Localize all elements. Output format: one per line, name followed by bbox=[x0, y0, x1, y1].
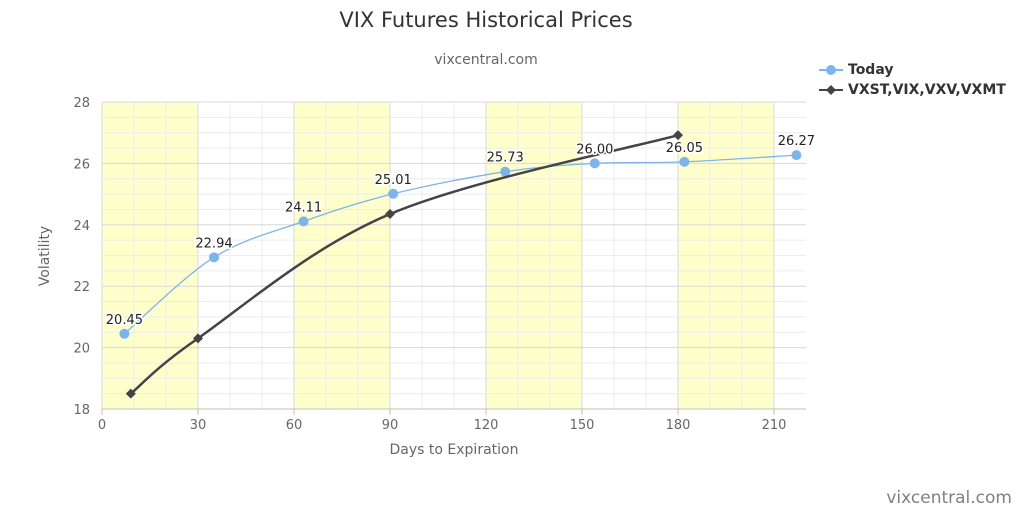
today-point[interactable] bbox=[119, 328, 130, 339]
data-label: 24.11 bbox=[285, 200, 322, 215]
indices-point[interactable] bbox=[385, 209, 395, 220]
today-point[interactable] bbox=[500, 166, 511, 177]
circle-marker-icon bbox=[819, 65, 843, 75]
legend-label-indices: VXST,VIX,VXV,VXMT bbox=[848, 82, 1006, 98]
legend: Today VXST,VIX,VXV,VXMT bbox=[818, 60, 1006, 100]
x-tick-label: 120 bbox=[474, 418, 499, 433]
data-label: 22.94 bbox=[195, 236, 232, 251]
chart-subtitle: vixcentral.com bbox=[434, 52, 538, 68]
today-point[interactable] bbox=[791, 150, 802, 161]
indices-point[interactable] bbox=[125, 388, 136, 399]
x-tick-label: 150 bbox=[570, 418, 595, 433]
chart-title: VIX Futures Historical Prices bbox=[339, 8, 633, 32]
watermark: vixcentral.com bbox=[886, 488, 1012, 508]
legend-item-today[interactable]: Today bbox=[818, 60, 1006, 80]
axes: 0 30 60 90 120 150 180 210 18 20 22 24 26 28 bbox=[73, 96, 806, 433]
y-tick-label: 26 bbox=[73, 157, 90, 172]
today-point[interactable] bbox=[679, 156, 690, 167]
y-tick-label: 24 bbox=[73, 219, 90, 234]
indices-point[interactable] bbox=[673, 130, 683, 141]
data-label: 26.05 bbox=[666, 141, 703, 156]
today-point[interactable] bbox=[388, 188, 399, 199]
y-tick-label: 28 bbox=[73, 96, 90, 111]
data-labels: 20.45 22.94 24.11 25.01 25.73 26.00 26.05 26.27 bbox=[104, 133, 816, 330]
y-tick-label: 20 bbox=[73, 342, 90, 357]
today-point[interactable] bbox=[298, 216, 309, 227]
x-tick-label: 60 bbox=[286, 418, 303, 433]
data-label: 20.45 bbox=[106, 313, 143, 328]
indices-point[interactable] bbox=[193, 333, 203, 344]
x-tick-label: 30 bbox=[190, 418, 207, 433]
data-label: 25.73 bbox=[487, 151, 524, 166]
data-label: 25.01 bbox=[375, 173, 412, 188]
grid-lines bbox=[101, 101, 806, 410]
indices-series-line bbox=[130, 133, 679, 395]
y-tick-label: 22 bbox=[73, 280, 90, 295]
x-tick-label: 90 bbox=[382, 418, 399, 433]
data-label: 26.00 bbox=[576, 142, 613, 157]
series bbox=[119, 130, 802, 399]
diamond-marker-icon bbox=[819, 85, 843, 95]
y-axis-title: Volatility bbox=[37, 226, 53, 286]
x-tick-label: 210 bbox=[762, 418, 787, 433]
today-point[interactable] bbox=[209, 252, 219, 263]
legend-item-indices[interactable]: VXST,VIX,VXV,VXMT bbox=[818, 80, 1006, 100]
x-axis-title: Days to Expiration bbox=[390, 442, 519, 458]
x-tick-label: 180 bbox=[666, 418, 691, 433]
today-point[interactable] bbox=[589, 158, 600, 169]
x-tick-label: 0 bbox=[98, 418, 106, 433]
data-label: 26.27 bbox=[778, 134, 815, 149]
y-tick-label: 18 bbox=[73, 403, 90, 418]
legend-label-today: Today bbox=[848, 62, 894, 78]
